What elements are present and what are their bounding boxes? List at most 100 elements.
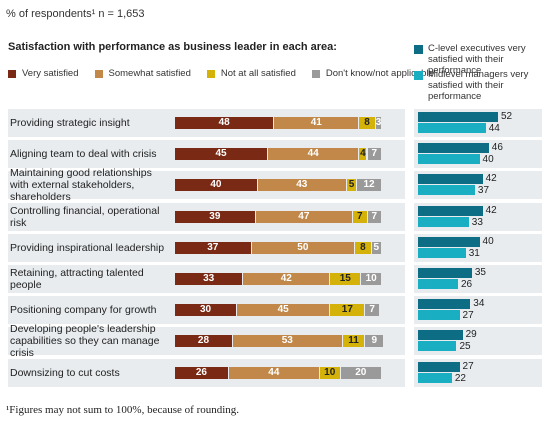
compare-bar-c-level xyxy=(418,112,498,122)
compare-bar-c-level xyxy=(418,299,471,309)
bar-segment-not-at-all: 7 xyxy=(353,211,367,223)
bar-segment-dont-know: 9 xyxy=(365,335,384,347)
compare-value-midlevel: 33 xyxy=(471,217,483,228)
compare-value-c-level: 34 xyxy=(473,298,485,309)
compare-value-midlevel: 37 xyxy=(477,185,490,196)
right-legend-c-level: C-level executives very satisfied with t… xyxy=(414,43,542,76)
bar-segment-not-at-all: 15 xyxy=(330,273,361,285)
bar-segment-not-at-all: 8 xyxy=(355,242,371,254)
bar-segment-dont-know: 12 xyxy=(357,179,381,191)
compare-value-c-level: 40 xyxy=(482,236,494,247)
compare-value-c-level: 42 xyxy=(485,205,497,216)
legend-item-not-at-all: Not at all satisfied xyxy=(206,68,296,79)
bar-segment-dont-know: 10 xyxy=(361,273,381,285)
bar-segment-not-at-all: 4 xyxy=(359,148,367,160)
footnote: ¹Figures may not sum to 100%, because of… xyxy=(6,404,240,416)
legend-item-very-satisfied: Very satisfied xyxy=(8,68,79,79)
respondents-note: % of respondents¹ n = 1,653 xyxy=(6,8,145,20)
compare-bar-c-level xyxy=(418,237,480,247)
bar-segment-very-satisfied: 40 xyxy=(175,179,257,191)
legend-label-somewhat-satisfied: Somewhat satisfied xyxy=(108,68,191,79)
bar-segment-very-satisfied: 26 xyxy=(175,367,228,379)
row-label: Developing people's leadership capabilit… xyxy=(10,323,160,359)
compare-bar-midlevel xyxy=(418,123,486,133)
bar-segment-not-at-all: 8 xyxy=(359,117,375,129)
bar-segment-very-satisfied: 39 xyxy=(175,211,255,223)
bar-segment-dont-know: 5 xyxy=(371,242,381,254)
bar-segment-very-satisfied: 30 xyxy=(175,304,237,316)
bar-segment-dont-know: 7 xyxy=(365,304,379,316)
bar-segment-not-at-all: 5 xyxy=(346,179,357,191)
bar-segment-not-at-all: 17 xyxy=(330,304,365,316)
bar-segment-not-at-all: 11 xyxy=(342,335,365,347)
compare-bar-c-level xyxy=(418,330,463,340)
bar-segment-dont-know: 7 xyxy=(367,211,381,223)
bar-segment-dont-know: 7 xyxy=(367,148,381,160)
compare-bar-midlevel xyxy=(418,279,458,289)
compare-value-midlevel: 40 xyxy=(482,154,494,165)
compare-value-c-level: 35 xyxy=(474,267,486,278)
compare-value-midlevel: 27 xyxy=(462,310,474,321)
bar-segment-very-satisfied: 28 xyxy=(175,335,232,347)
bar-segment-somewhat-satisfied: 43 xyxy=(257,179,346,191)
compare-bar-midlevel xyxy=(418,154,480,164)
compare-bar-midlevel xyxy=(418,310,460,320)
compare-value-c-level: 42 xyxy=(485,173,497,184)
right-legend-label-c-level: C-level executives very satisfied with t… xyxy=(428,43,526,76)
bar-segment-dont-know: 20 xyxy=(340,367,381,379)
row-label: Providing strategic insight xyxy=(10,117,130,129)
bar-segment-very-satisfied: 37 xyxy=(175,242,251,254)
row-label: Downsizing to cut costs xyxy=(10,367,120,379)
row-label: Providing inspirational leadership xyxy=(10,242,165,254)
row-label: Controlling financial, operational risk xyxy=(10,205,160,229)
legend-swatch-very-satisfied xyxy=(8,69,16,78)
right-legend-swatch-c-level xyxy=(414,45,423,54)
bar-segment-not-at-all: 10 xyxy=(319,367,340,379)
compare-bar-c-level xyxy=(418,143,489,153)
row-label: Aligning team to deal with crisis xyxy=(10,148,157,160)
compare-value-c-level: 27 xyxy=(462,361,474,372)
bar-segment-somewhat-satisfied: 53 xyxy=(232,335,342,347)
bar-segment-very-satisfied: 48 xyxy=(175,117,274,129)
legend-item-dont-know: Don't know/not applicable xyxy=(311,68,434,79)
compare-bar-midlevel xyxy=(418,185,475,195)
row-label: Retaining, attracting talented people xyxy=(10,267,144,291)
section-title: Satisfaction with performance as busines… xyxy=(8,41,337,53)
bar-segment-somewhat-satisfied: 42 xyxy=(243,273,330,285)
row-label: Maintaining good relationships with exte… xyxy=(10,167,152,203)
legend-item-somewhat-satisfied: Somewhat satisfied xyxy=(94,68,191,79)
right-legend-label-midlevel: Midlevel managers very satisfied with th… xyxy=(428,69,529,102)
bar-segment-somewhat-satisfied: 47 xyxy=(255,211,352,223)
compare-value-c-level: 52 xyxy=(501,111,513,122)
compare-bar-midlevel xyxy=(418,248,466,258)
compare-bar-midlevel xyxy=(418,217,469,227)
legend-label-dont-know: Don't know/not applicable xyxy=(325,68,434,79)
legend-label-not-at-all: Not at all satisfied xyxy=(220,68,296,79)
compare-bar-midlevel xyxy=(418,341,457,351)
compare-value-midlevel: 22 xyxy=(454,373,466,384)
legend-swatch-dont-know xyxy=(311,69,320,78)
row-label: Positioning company for growth xyxy=(10,304,157,316)
compare-value-midlevel: 44 xyxy=(488,123,500,134)
compare-value-c-level: 29 xyxy=(465,329,477,340)
legend-swatch-somewhat-satisfied xyxy=(94,69,103,78)
bar-segment-somewhat-satisfied: 50 xyxy=(251,242,355,254)
legend-label-very-satisfied: Very satisfied xyxy=(22,68,79,79)
bar-segment-somewhat-satisfied: 44 xyxy=(228,367,319,379)
bar-segment-somewhat-satisfied: 45 xyxy=(237,304,330,316)
bar-segment-somewhat-satisfied: 41 xyxy=(274,117,359,129)
compare-bar-c-level xyxy=(418,362,460,372)
compare-value-midlevel: 25 xyxy=(459,341,471,352)
main-legend: Very satisfied Somewhat satisfied Not at… xyxy=(8,68,450,79)
bar-segment-very-satisfied: 45 xyxy=(175,148,268,160)
compare-value-c-level: 46 xyxy=(491,142,503,153)
bar-segment-dont-know: 3 xyxy=(375,117,381,129)
bar-segment-very-satisfied: 33 xyxy=(175,273,243,285)
compare-value-midlevel: 26 xyxy=(461,279,473,290)
right-legend-swatch-midlevel xyxy=(414,71,423,80)
compare-value-midlevel: 31 xyxy=(468,248,480,259)
compare-bar-c-level xyxy=(418,174,483,184)
compare-bar-c-level xyxy=(418,268,472,278)
bar-segment-somewhat-satisfied: 44 xyxy=(268,148,359,160)
right-legend-midlevel: Midlevel managers very satisfied with th… xyxy=(414,69,542,102)
